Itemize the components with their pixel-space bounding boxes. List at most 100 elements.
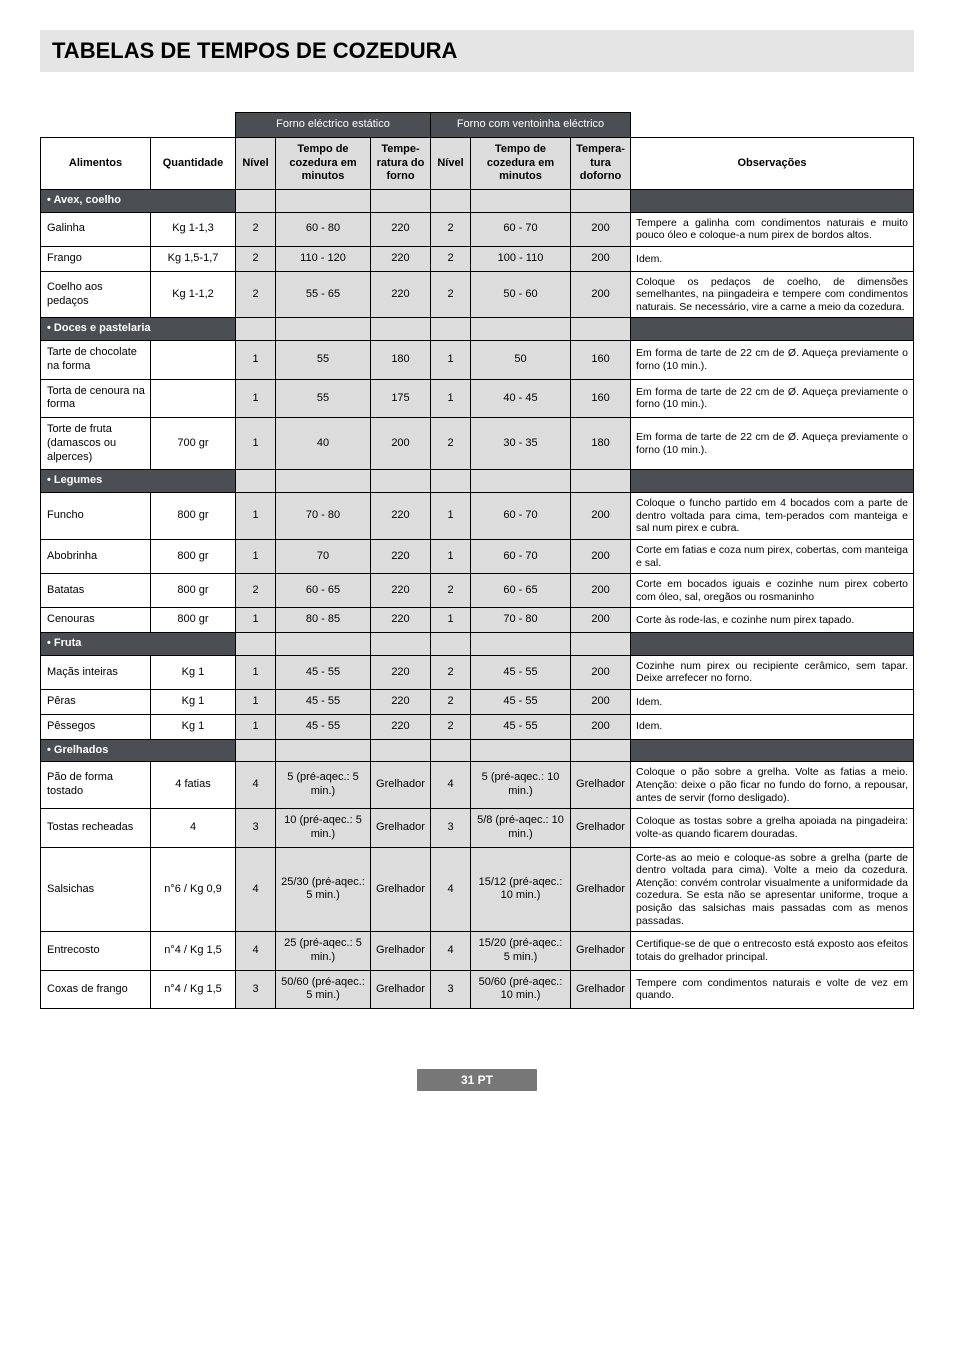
- cell-obs: Cozinhe num pirex ou recipiente cerâmico…: [631, 655, 914, 689]
- cell-te2: 200: [571, 271, 631, 318]
- table-row: Maçãs inteirasKg 1145 - 55220245 - 55200…: [41, 655, 914, 689]
- table-row: PêrasKg 1145 - 55220245 - 55200Idem.: [41, 690, 914, 715]
- cell-n2: 2: [431, 418, 471, 470]
- cell-food: Abobrinha: [41, 540, 151, 574]
- cell-t2: 45 - 55: [471, 690, 571, 715]
- section-label: • Doces e pastelaria: [41, 318, 236, 341]
- cell-te2: Grelhador: [571, 809, 631, 848]
- cell-t2: 5 (pré-aqec.: 10 min.): [471, 762, 571, 809]
- cell-food: Coelho aos pedaços: [41, 271, 151, 318]
- cell-te2: 200: [571, 655, 631, 689]
- table-row: Tarte de chocolate na forma155180150160E…: [41, 341, 914, 380]
- cell-n2: 2: [431, 574, 471, 608]
- cell-t2: 30 - 35: [471, 418, 571, 470]
- section-label: • Fruta: [41, 633, 236, 656]
- table-row: Batatas800 gr260 - 65220260 - 65200Corte…: [41, 574, 914, 608]
- cell-t1: 5 (pré-aqec.: 5 min.): [276, 762, 371, 809]
- cell-t1: 55: [276, 341, 371, 380]
- cell-n1: 4: [236, 932, 276, 971]
- cell-food: Frango: [41, 246, 151, 271]
- cell-te2: 200: [571, 212, 631, 246]
- cell-te2: 180: [571, 418, 631, 470]
- cell-n1: 1: [236, 418, 276, 470]
- cell-food: Tostas recheadas: [41, 809, 151, 848]
- cell-qty: 700 gr: [151, 418, 236, 470]
- cell-obs: Em forma de tarte de 22 cm de Ø. Aqueça …: [631, 418, 914, 470]
- cell-t1: 45 - 55: [276, 714, 371, 739]
- cell-te2: 200: [571, 574, 631, 608]
- page-footer: 31 PT: [417, 1069, 537, 1091]
- cell-te2: 160: [571, 379, 631, 418]
- cell-n2: 1: [431, 493, 471, 540]
- cell-te1: 175: [371, 379, 431, 418]
- cell-food: Pêras: [41, 690, 151, 715]
- cell-qty: Kg 1: [151, 690, 236, 715]
- table-row: Tostas recheadas4310 (pré-aqec.: 5 min.)…: [41, 809, 914, 848]
- cell-te1: 220: [371, 246, 431, 271]
- cell-t1: 55: [276, 379, 371, 418]
- cell-te1: 220: [371, 608, 431, 633]
- table-row: Coxas de frangon°4 / Kg 1,5350/60 (pré-a…: [41, 970, 914, 1009]
- cell-n1: 1: [236, 379, 276, 418]
- cell-t2: 50 - 60: [471, 271, 571, 318]
- cell-food: Pão de forma tostado: [41, 762, 151, 809]
- cell-t2: 50: [471, 341, 571, 380]
- cell-n2: 1: [431, 341, 471, 380]
- cell-n2: 2: [431, 655, 471, 689]
- cell-n2: 2: [431, 690, 471, 715]
- cell-obs: Em forma de tarte de 22 cm de Ø. Aqueça …: [631, 379, 914, 418]
- col-alimentos: Alimentos: [41, 137, 151, 189]
- cell-n1: 2: [236, 271, 276, 318]
- cell-t1: 40: [276, 418, 371, 470]
- cell-n1: 2: [236, 574, 276, 608]
- cell-n2: 2: [431, 212, 471, 246]
- cell-qty: 800 gr: [151, 608, 236, 633]
- cell-te2: Grelhador: [571, 762, 631, 809]
- column-header-row: Alimentos Quantidade Nível Tempo de coze…: [41, 137, 914, 189]
- cell-te2: 200: [571, 540, 631, 574]
- cell-t1: 110 - 120: [276, 246, 371, 271]
- col-temp2: Tempera-tura doforno: [571, 137, 631, 189]
- cell-obs: Certifique-se de que o entrecosto está e…: [631, 932, 914, 971]
- cell-n2: 2: [431, 714, 471, 739]
- title-bar: TABELAS DE TEMPOS DE COZEDURA: [40, 30, 914, 72]
- cell-t2: 60 - 65: [471, 574, 571, 608]
- cell-food: Pêssegos: [41, 714, 151, 739]
- col-temp1: Tempe-ratura do forno: [371, 137, 431, 189]
- section-label: • Avex, coelho: [41, 190, 236, 213]
- cell-n2: 1: [431, 540, 471, 574]
- cell-qty: n°4 / Kg 1,5: [151, 932, 236, 971]
- cell-qty: 4: [151, 809, 236, 848]
- cell-te2: 200: [571, 608, 631, 633]
- col-tempo1: Tempo de cozedura em minutos: [276, 137, 371, 189]
- cell-t1: 45 - 55: [276, 690, 371, 715]
- cell-n1: 1: [236, 341, 276, 380]
- cell-n1: 1: [236, 608, 276, 633]
- cell-te2: 200: [571, 690, 631, 715]
- cell-n2: 1: [431, 608, 471, 633]
- cell-t1: 25/30 (pré-aqec.: 5 min.): [276, 847, 371, 932]
- cell-te1: Grelhador: [371, 932, 431, 971]
- cell-te2: 200: [571, 246, 631, 271]
- cell-t2: 15/20 (pré-aqec.: 5 min.): [471, 932, 571, 971]
- cell-n2: 4: [431, 932, 471, 971]
- cell-te2: 200: [571, 714, 631, 739]
- cell-n1: 1: [236, 540, 276, 574]
- group1-header: Forno eléctrico estático: [236, 113, 431, 138]
- col-quantidade: Quantidade: [151, 137, 236, 189]
- cell-t2: 60 - 70: [471, 540, 571, 574]
- cell-te2: 160: [571, 341, 631, 380]
- cell-n2: 3: [431, 970, 471, 1009]
- cell-te2: Grelhador: [571, 932, 631, 971]
- cell-n1: 1: [236, 493, 276, 540]
- cell-t1: 10 (pré-aqec.: 5 min.): [276, 809, 371, 848]
- cell-te1: 220: [371, 493, 431, 540]
- cell-te2: Grelhador: [571, 847, 631, 932]
- section-row: • Grelhados: [41, 739, 914, 762]
- table-row: Torte de fruta (damascos ou alperces)700…: [41, 418, 914, 470]
- cell-food: Torte de fruta (damascos ou alperces): [41, 418, 151, 470]
- cell-food: Entrecosto: [41, 932, 151, 971]
- cell-t2: 45 - 55: [471, 714, 571, 739]
- group-header-row: Forno eléctrico estático Forno com vento…: [41, 113, 914, 138]
- cell-obs: Coloque o funcho partido em 4 bocados co…: [631, 493, 914, 540]
